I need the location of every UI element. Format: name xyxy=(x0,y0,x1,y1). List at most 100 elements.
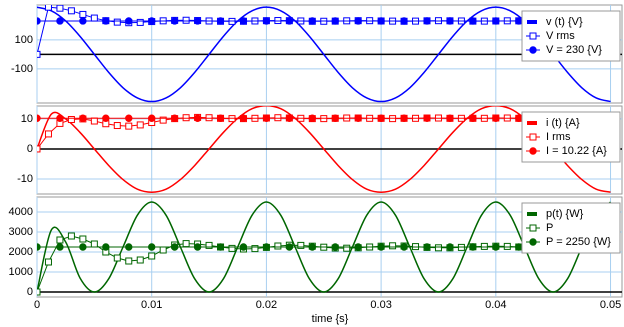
marker xyxy=(239,243,248,251)
y-tick-label: 100 xyxy=(15,34,33,46)
marker xyxy=(125,257,133,265)
marker xyxy=(170,243,179,251)
marker xyxy=(529,224,537,232)
x-tick-label: 0.01 xyxy=(141,299,162,311)
marker xyxy=(377,17,385,25)
x-tick-label: 0.04 xyxy=(485,299,506,311)
marker xyxy=(125,122,133,130)
marker xyxy=(37,243,41,251)
x-axis-label: time {s} xyxy=(312,313,349,325)
marker xyxy=(354,243,362,251)
series-line xyxy=(37,201,612,293)
marker xyxy=(90,240,98,248)
x-tick-label: 0.02 xyxy=(256,299,277,311)
marker xyxy=(423,243,431,251)
y-tick-label: 10 xyxy=(21,113,33,125)
marker xyxy=(170,17,179,25)
marker xyxy=(239,114,248,122)
marker xyxy=(44,130,52,138)
marker xyxy=(67,7,75,15)
marker xyxy=(113,254,121,262)
marker xyxy=(400,114,408,122)
marker xyxy=(469,243,477,251)
legend-label: I = 10.22 {A} xyxy=(546,145,607,157)
series-line xyxy=(37,6,611,103)
marker xyxy=(125,114,133,122)
marker xyxy=(285,17,294,25)
marker xyxy=(446,114,454,122)
marker xyxy=(274,114,282,122)
x-tick-label: 0.03 xyxy=(370,299,391,311)
legend-label: p(t) {W} xyxy=(546,208,584,220)
marker xyxy=(56,17,64,25)
marker xyxy=(492,243,500,251)
marker xyxy=(205,241,213,249)
legend-swatch xyxy=(527,121,537,125)
marker xyxy=(67,116,75,124)
marker xyxy=(102,114,110,122)
marker xyxy=(136,256,144,264)
y-tick-label: 2000 xyxy=(9,246,33,258)
marker xyxy=(56,114,64,122)
marker xyxy=(90,14,98,22)
marker xyxy=(125,17,133,25)
marker xyxy=(148,243,156,251)
marker xyxy=(205,114,213,122)
marker xyxy=(37,114,41,122)
marker xyxy=(228,244,236,252)
marker xyxy=(423,17,431,25)
marker xyxy=(529,147,537,155)
marker xyxy=(216,114,225,122)
marker xyxy=(159,246,167,254)
legend-label: V rms xyxy=(546,30,575,42)
marker xyxy=(37,145,41,153)
marker xyxy=(56,5,64,12)
marker xyxy=(262,17,271,25)
y-tick-label: -100 xyxy=(11,63,33,75)
marker xyxy=(262,243,271,251)
marker xyxy=(515,17,523,25)
marker xyxy=(102,243,110,251)
marker xyxy=(423,114,431,122)
marker xyxy=(79,235,87,243)
legend-box xyxy=(521,111,621,163)
marker xyxy=(125,243,133,251)
marker xyxy=(308,243,316,251)
marker xyxy=(331,243,339,251)
marker xyxy=(182,16,190,24)
x-tick-label: 0 xyxy=(34,299,40,311)
marker xyxy=(354,114,362,122)
legend-swatch xyxy=(527,212,537,216)
marker xyxy=(308,17,316,25)
y-tick-label: 3000 xyxy=(9,226,33,238)
marker xyxy=(480,242,488,250)
marker xyxy=(79,243,87,251)
marker xyxy=(446,17,454,25)
marker xyxy=(193,17,202,25)
marker xyxy=(136,121,144,129)
marker xyxy=(79,17,87,25)
marker xyxy=(515,114,523,122)
marker xyxy=(377,114,385,122)
marker xyxy=(400,17,408,25)
marker xyxy=(285,243,294,251)
marker xyxy=(297,241,305,249)
marker xyxy=(343,244,351,252)
marker xyxy=(37,288,41,296)
marker xyxy=(113,18,121,26)
y-tick-label: 1000 xyxy=(9,266,33,278)
marker xyxy=(67,232,75,240)
y-tick-label: 4000 xyxy=(9,206,33,218)
marker xyxy=(529,46,537,54)
marker xyxy=(193,114,202,122)
y-tick-label: 0 xyxy=(27,143,33,155)
marker xyxy=(56,236,64,244)
marker xyxy=(44,5,52,11)
marker xyxy=(239,17,248,25)
marker xyxy=(529,133,537,141)
legend-label: P xyxy=(546,222,553,234)
marker xyxy=(216,243,225,251)
marker xyxy=(492,114,500,122)
marker xyxy=(331,17,339,25)
